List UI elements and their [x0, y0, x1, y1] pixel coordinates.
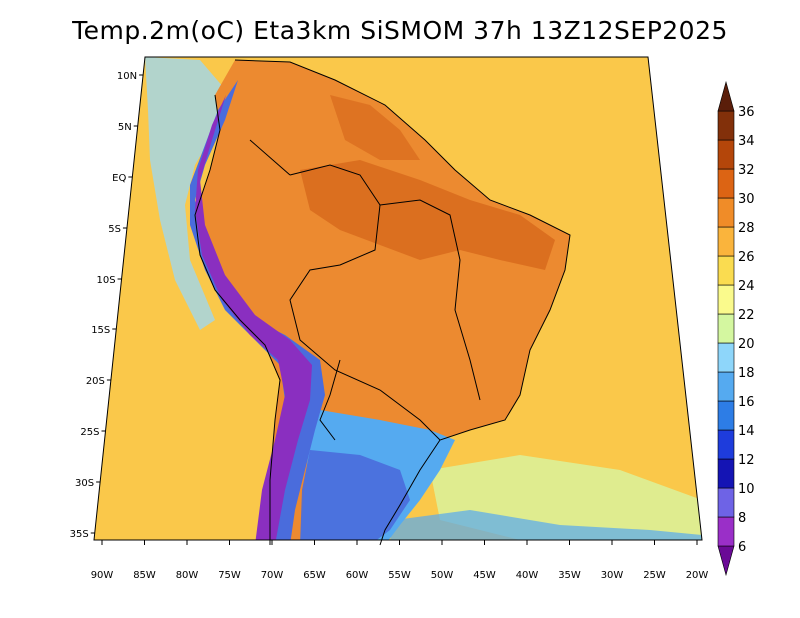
lat-label: 10S — [96, 275, 115, 286]
lat-label: EQ — [112, 173, 126, 184]
atlantic-cool-band — [390, 510, 702, 540]
lon-label: 70W — [261, 570, 284, 581]
colorbar-label: 32 — [738, 163, 755, 178]
colorbar-swatch — [717, 80, 735, 112]
country-borders — [194, 59, 571, 546]
lon-label: 25W — [643, 570, 666, 581]
colorbar-label: 8 — [738, 511, 746, 526]
colorbar-label: 18 — [738, 366, 755, 381]
colorbar-swatch — [717, 545, 735, 577]
latitude-axis: 10N 5N EQ 5S 10S 15S 20S 25S 30S 35S — [70, 71, 144, 540]
colorbar-label: 24 — [738, 279, 755, 294]
lat-label: 30S — [75, 478, 94, 489]
colorbar-swatch — [717, 313, 735, 344]
colorbar-label: 22 — [738, 308, 755, 323]
lon-label: 75W — [218, 570, 241, 581]
lon-label: 45W — [473, 570, 496, 581]
colorbar-label: 20 — [738, 337, 755, 352]
colorbar-swatch — [717, 458, 735, 489]
colorbar-swatch — [717, 168, 735, 199]
colorbar-swatch — [717, 226, 735, 257]
colorbar-label: 30 — [738, 192, 755, 207]
colorbar-swatch — [717, 342, 735, 373]
north-very-hot — [330, 95, 420, 160]
lon-label: 55W — [388, 570, 411, 581]
colorbar-label: 12 — [738, 453, 755, 468]
colorbar-swatch — [717, 284, 735, 315]
colorbar: 6 8 10 12 14 16 18 20 22 24 26 28 30 32 34 36 — [717, 80, 755, 577]
colorbar-label: 14 — [738, 424, 755, 439]
colorbar-swatch — [717, 110, 735, 141]
longitude-axis: 90W 85W 80W 75W 70W 65W 60W 55W 50W 45W 40W 35W 30W 2… — [91, 540, 709, 581]
lon-label: 50W — [431, 570, 454, 581]
colorbar-swatch — [717, 487, 735, 518]
colorbar-swatch — [717, 400, 735, 431]
lon-label: 90W — [91, 570, 114, 581]
colorbar-swatch — [717, 197, 735, 228]
lat-label: 20S — [86, 376, 105, 387]
lon-label: 65W — [303, 570, 326, 581]
interior-very-hot — [300, 160, 555, 270]
south-cooler-core — [300, 450, 410, 540]
colorbar-swatch — [717, 429, 735, 460]
lon-label: 85W — [133, 570, 156, 581]
colorbar-swatch — [717, 371, 735, 402]
lat-label: 15S — [91, 325, 110, 336]
map-title: Temp.2m(oC) Eta3km SiSMOM 37h 13Z12SEP20… — [72, 16, 728, 45]
lon-label: 40W — [516, 570, 539, 581]
colorbar-label: 26 — [738, 250, 755, 265]
colorbar-label: 6 — [738, 540, 746, 555]
colorbar-label: 34 — [738, 134, 755, 149]
lon-label: 80W — [176, 570, 199, 581]
lon-label: 20W — [686, 570, 709, 581]
andes-cold-core — [195, 95, 312, 540]
lat-label: 10N — [117, 71, 137, 82]
colorbar-swatch — [717, 516, 735, 547]
colorbar-label: 10 — [738, 482, 755, 497]
colorbar-label: 16 — [738, 395, 755, 410]
lon-label: 30W — [601, 570, 624, 581]
lat-label: 5S — [108, 224, 121, 235]
lat-label: 25S — [80, 427, 99, 438]
map-frame — [93, 56, 703, 541]
lon-label: 35W — [558, 570, 581, 581]
lon-label: 60W — [346, 570, 369, 581]
colorbar-swatch — [717, 255, 735, 286]
colorbar-label: 36 — [738, 105, 755, 120]
colorbar-swatch — [717, 139, 735, 170]
temperature-field — [94, 57, 702, 540]
pacific-cool-band — [145, 57, 230, 330]
lat-label: 5N — [118, 122, 132, 133]
colorbar-label: 28 — [738, 221, 755, 236]
lat-label: 35S — [70, 529, 89, 540]
